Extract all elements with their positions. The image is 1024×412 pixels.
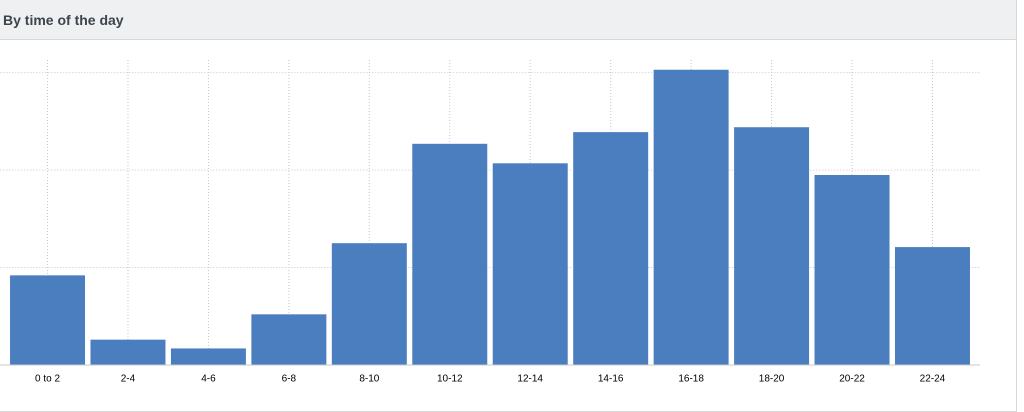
bar [492,163,568,365]
bar [331,243,407,365]
bar [653,69,729,365]
x-tick-label: 0 to 2 [35,374,60,385]
x-tick-label: 22-24 [920,374,946,385]
bar [90,339,166,365]
bar [573,132,649,365]
x-tick-label: 6-8 [282,374,297,385]
bar [814,174,890,365]
bar [734,127,810,365]
x-tick-label: 8-10 [359,374,379,385]
x-tick-label: 12-14 [517,374,543,385]
x-tick-label: 4-6 [201,374,216,385]
x-tick-label: 14-16 [598,374,624,385]
bar [170,348,246,365]
bar [10,275,86,365]
panel-header: By time of the day [0,0,1016,40]
x-tick-label: 10-12 [437,374,463,385]
bar [894,247,970,365]
bar [412,143,488,365]
panel-title: By time of the day [3,12,124,28]
bar [251,314,327,365]
x-tick-label: 16-18 [678,374,704,385]
x-tick-label: 18-20 [759,374,785,385]
x-tick-label: 20-22 [839,374,865,385]
x-tick-label: 2-4 [121,374,136,385]
